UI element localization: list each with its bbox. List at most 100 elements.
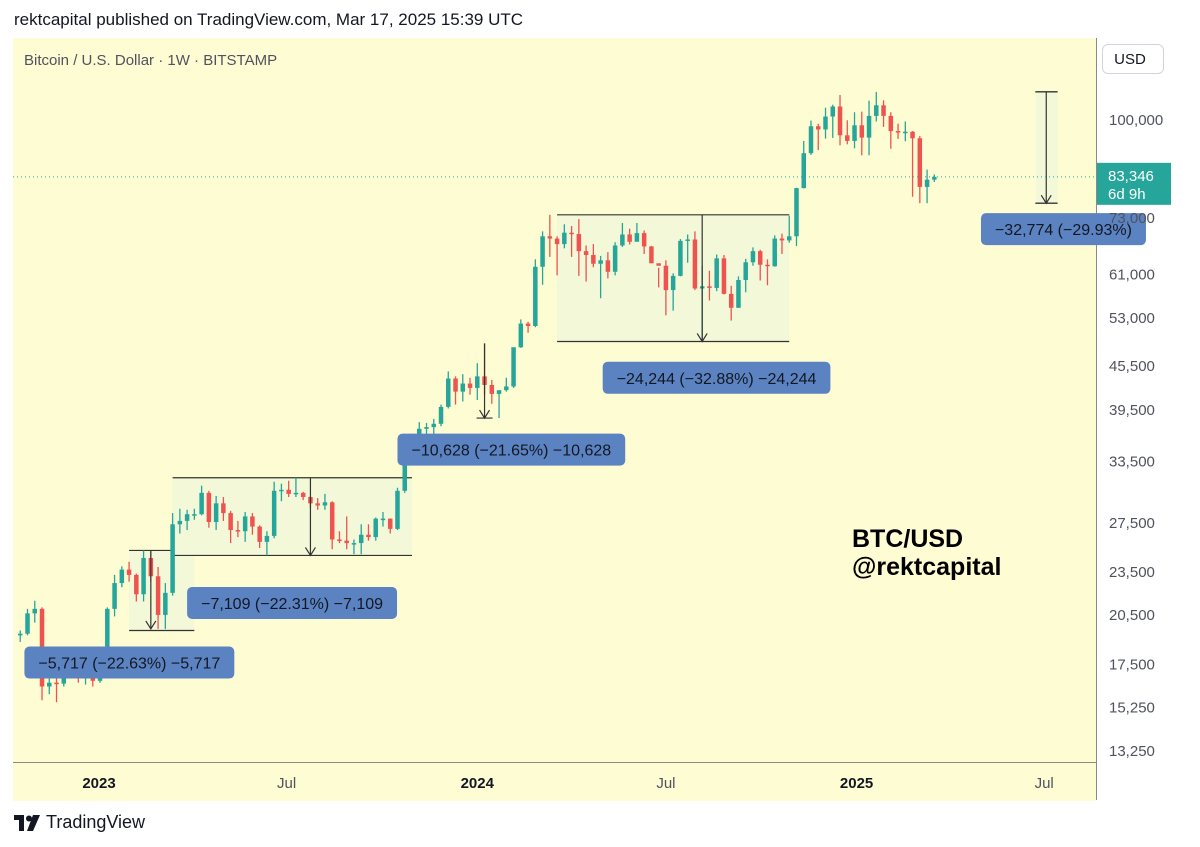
watermark-line-2: @rektcapital	[852, 553, 1001, 581]
price-tick-label: 100,000	[1109, 112, 1163, 129]
price-tick-label: 45,500	[1109, 358, 1155, 375]
candle-up	[670, 275, 676, 291]
candle-up	[685, 239, 690, 241]
candle-down	[315, 503, 320, 506]
candle-down	[250, 516, 255, 527]
candle-down	[721, 258, 727, 294]
candle-down	[228, 513, 233, 531]
candle-down	[525, 323, 531, 326]
price-tick-label: 15,250	[1109, 699, 1155, 716]
drawdown-label-text: −7,109 (−22.31%) −7,109	[201, 596, 383, 613]
candle-up	[598, 260, 603, 264]
candle-down	[489, 384, 495, 394]
candle-down	[569, 232, 574, 235]
price-tick-label: 17,500	[1109, 656, 1155, 673]
price-tick-label: 23,500	[1109, 564, 1155, 581]
time-tick-label: Jul	[656, 775, 675, 792]
drawdown-label: −24,244 (−32.88%) −24,244	[602, 361, 831, 394]
price-tick-label: 33,500	[1109, 454, 1155, 471]
candle-up	[504, 386, 509, 391]
candle-up	[874, 105, 879, 116]
drop-arrow-head	[304, 547, 316, 557]
candle-down	[235, 530, 241, 532]
drawdown-label: −5,717 (−22.63%) −5,717	[24, 646, 235, 679]
candle-down	[337, 539, 342, 541]
currency-button[interactable]: USD	[1102, 44, 1164, 74]
candle-up	[184, 514, 190, 521]
candle-down	[707, 286, 712, 288]
candle-up	[540, 236, 545, 267]
drawdown-label: −32,774 (−29.93%)	[980, 213, 1146, 246]
candle-down	[816, 126, 821, 130]
annotations-layer: −5,717 (−22.63%) −5,717 −7,109 (−22.31%) …	[13, 91, 1146, 679]
candle-down	[155, 576, 161, 615]
drawdown-label-box	[602, 361, 831, 394]
watermark-line-1: BTC/USD	[852, 525, 963, 553]
candle-up	[518, 323, 524, 348]
candle-up	[786, 236, 792, 241]
candle-up	[750, 251, 756, 263]
candle-up	[25, 613, 30, 634]
price-tick-label: 53,000	[1109, 310, 1155, 327]
candle-down	[605, 260, 611, 272]
price-tick-label: 20,500	[1109, 607, 1155, 624]
candle-up	[743, 262, 748, 281]
candle-down	[649, 246, 654, 264]
drawdown-label-text: −32,774 (−29.93%)	[995, 222, 1132, 239]
price-tick-label: 73,000	[1109, 210, 1155, 227]
candle-down	[641, 233, 647, 247]
candle-up	[932, 176, 937, 180]
candle-up	[562, 232, 567, 245]
drawdown-label-box	[397, 433, 626, 466]
candle-up	[801, 153, 806, 189]
time-tick-label: Jul	[277, 775, 296, 792]
candle-down	[663, 265, 669, 291]
candle-up	[496, 390, 502, 394]
time-axis[interactable]	[13, 762, 1096, 801]
candle-up	[380, 518, 386, 521]
drawdown-label-box	[24, 646, 235, 679]
price-tick-label: 39,500	[1109, 402, 1155, 419]
candle-down	[286, 489, 291, 494]
candle-down	[206, 492, 212, 523]
candle-down	[126, 569, 132, 575]
drawdown-label-box	[187, 586, 398, 619]
candle-down	[134, 574, 139, 595]
chart-plot-area[interactable]	[13, 38, 1096, 762]
range-box	[172, 477, 412, 556]
candle-down	[837, 106, 843, 136]
candle-up	[620, 234, 625, 246]
candle-down	[910, 131, 915, 139]
candle-up	[18, 633, 23, 636]
candle-down	[257, 526, 262, 542]
drawdown-label-text: −5,717 (−22.63%) −5,717	[38, 656, 220, 673]
drawdown-label-text: −10,628 (−21.65%) −10,628	[411, 443, 611, 460]
candle-down	[728, 293, 734, 308]
candle-down	[692, 239, 698, 289]
candle-up	[446, 378, 451, 407]
candle-up	[358, 534, 364, 544]
candle-up	[460, 383, 466, 392]
candle-up	[678, 240, 683, 276]
symbol-title[interactable]: Bitcoin / U.S. Dollar · 1W · BITSTAMP	[24, 52, 278, 69]
time-tick-label: 2023	[82, 775, 115, 792]
candle-down	[583, 251, 589, 255]
candle-down	[387, 518, 393, 529]
price-tick-label: 61,000	[1109, 266, 1155, 283]
candle-up	[438, 406, 444, 424]
candle-up	[170, 524, 175, 593]
candle-up	[866, 115, 872, 138]
price-tick-label: 13,250	[1109, 743, 1155, 760]
candle-up	[264, 535, 270, 542]
tradingview-brand: TradingView	[46, 812, 146, 832]
candle-up	[852, 125, 857, 141]
candle-up	[105, 608, 110, 672]
candle-down	[300, 492, 306, 498]
candle-down	[221, 503, 226, 514]
candle-up	[714, 258, 719, 288]
candle-down	[757, 251, 763, 265]
candle-down	[917, 138, 923, 187]
tradingview-logo[interactable]: TradingView	[14, 812, 145, 833]
candle-up	[903, 131, 908, 134]
time-tick-label: Jul	[1035, 775, 1054, 792]
